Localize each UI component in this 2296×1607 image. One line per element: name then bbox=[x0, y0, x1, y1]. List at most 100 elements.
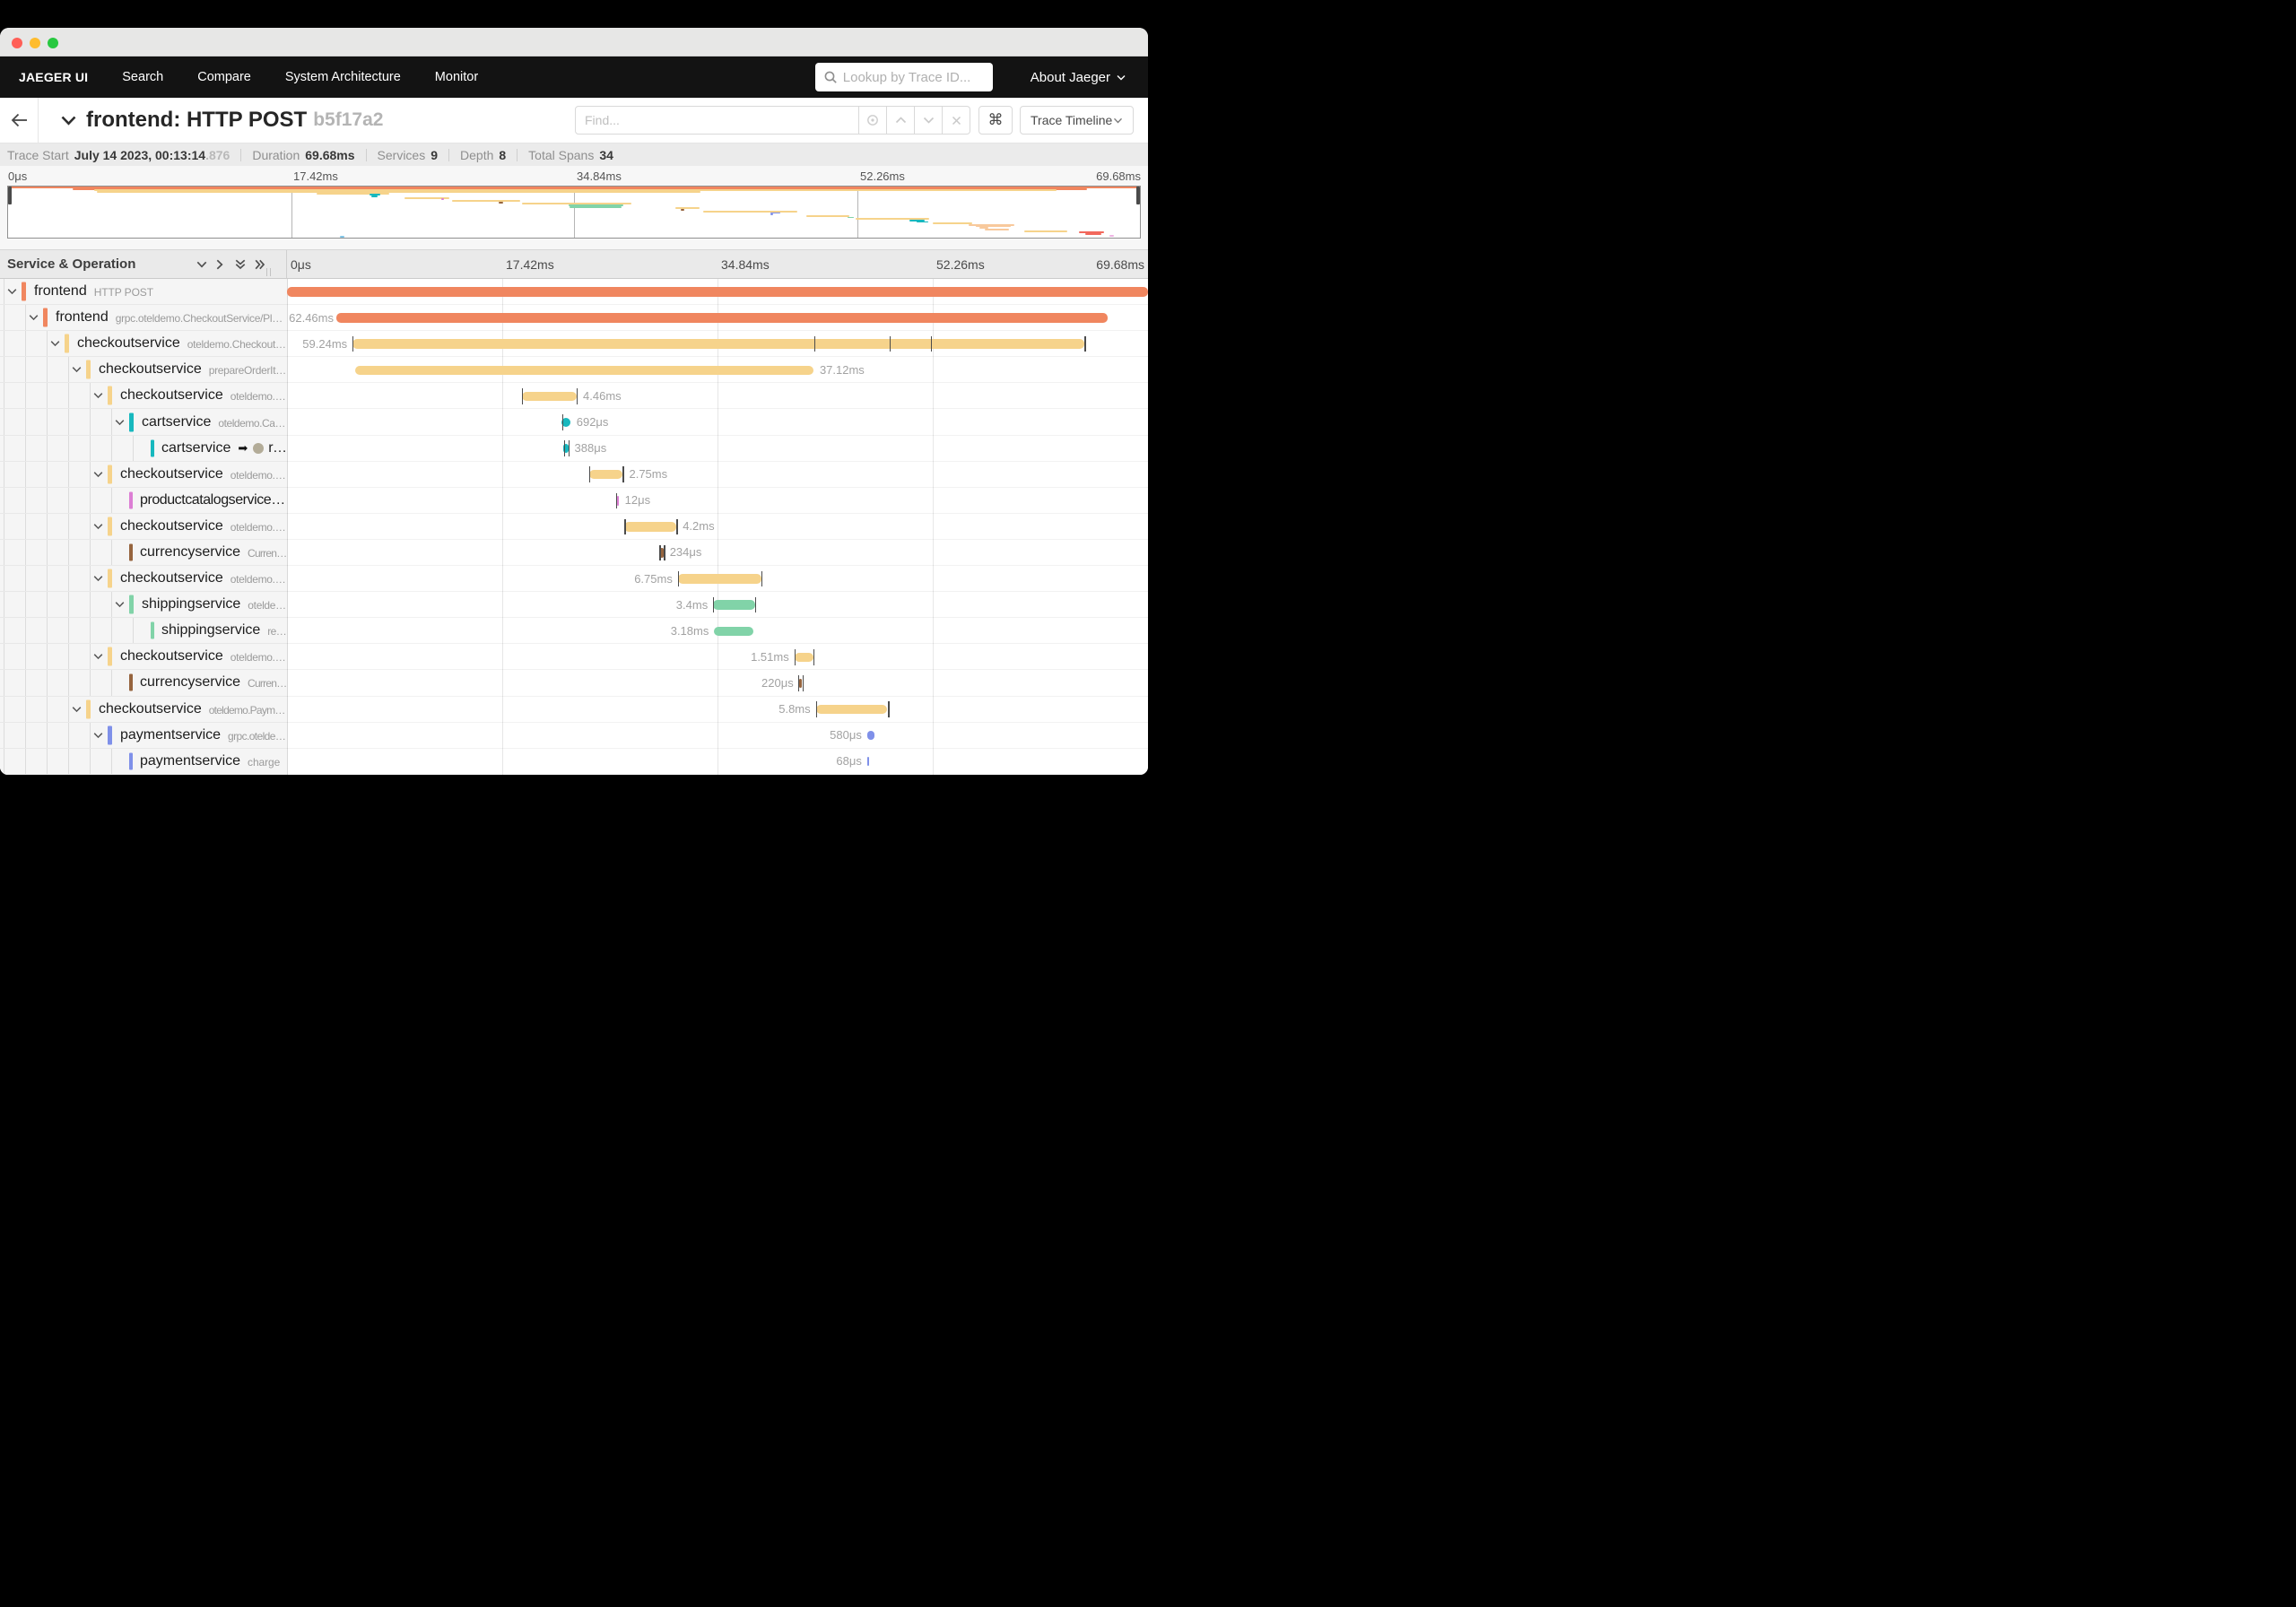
span-timeline-cell[interactable]: 62.46ms bbox=[287, 305, 1148, 330]
expand-one-button[interactable] bbox=[216, 259, 223, 270]
minimap-canvas[interactable] bbox=[7, 186, 1141, 239]
expand-collapse-chevron[interactable] bbox=[93, 654, 103, 660]
span-row-cartservice[interactable]: cartservice ➡ r… 388μs bbox=[0, 435, 1148, 462]
span-bar[interactable] bbox=[866, 730, 874, 741]
span-timeline-cell[interactable]: 68μs bbox=[287, 749, 1148, 774]
span-timeline-cell[interactable]: 580μs bbox=[287, 723, 1148, 748]
span-name-cell[interactable]: currencyservice Curren… bbox=[0, 670, 287, 696]
span-name-cell[interactable]: checkoutservice oteldemo.… bbox=[0, 383, 287, 409]
nav-item-search[interactable]: Search bbox=[122, 70, 164, 84]
expand-collapse-chevron[interactable] bbox=[93, 471, 103, 477]
clear-find-button[interactable] bbox=[943, 106, 970, 135]
span-bar[interactable] bbox=[588, 469, 623, 480]
keyboard-shortcuts-button[interactable]: ⌘ bbox=[978, 106, 1013, 135]
span-name-cell[interactable]: checkoutservice oteldemo.… bbox=[0, 461, 287, 487]
expand-collapse-chevron[interactable] bbox=[50, 341, 60, 347]
span-name-cell[interactable]: productcatalogservice… bbox=[0, 487, 287, 513]
span-bar[interactable] bbox=[815, 704, 888, 715]
expand-collapse-chevron[interactable] bbox=[93, 523, 103, 530]
expand-collapse-chevron[interactable] bbox=[72, 367, 82, 373]
span-row-frontend[interactable]: frontend grpc.oteldemo.CheckoutService/Pl… bbox=[0, 305, 1148, 332]
span-name-cell[interactable]: checkoutservice oteldemo.Paym… bbox=[0, 696, 287, 722]
collapse-one-button[interactable] bbox=[196, 261, 207, 268]
span-name-cell[interactable]: paymentservice charge bbox=[0, 748, 287, 774]
span-name-cell[interactable]: checkoutservice oteldemo.… bbox=[0, 513, 287, 539]
prev-match-button[interactable] bbox=[887, 106, 915, 135]
nav-item-compare[interactable]: Compare bbox=[197, 70, 251, 84]
span-bar[interactable] bbox=[660, 548, 664, 558]
span-timeline-cell[interactable]: 3.18ms bbox=[287, 618, 1148, 643]
span-timeline-cell[interactable]: 4.2ms bbox=[287, 514, 1148, 539]
span-name-cell[interactable]: shippingservice otelde… bbox=[0, 592, 287, 618]
span-bar[interactable] bbox=[561, 417, 570, 428]
span-bar[interactable] bbox=[352, 339, 1085, 349]
span-bar[interactable] bbox=[354, 365, 813, 376]
expand-collapse-chevron[interactable] bbox=[29, 315, 39, 321]
span-row-shippingservice[interactable]: shippingservice re… 3.18ms bbox=[0, 618, 1148, 645]
span-bar[interactable] bbox=[866, 756, 869, 767]
minimap-right-scrubber[interactable] bbox=[1136, 187, 1140, 204]
span-timeline-cell[interactable]: 12μs bbox=[287, 488, 1148, 513]
close-window-button[interactable] bbox=[12, 38, 22, 48]
expand-collapse-chevron[interactable] bbox=[7, 289, 17, 295]
zoom-window-button[interactable] bbox=[48, 38, 58, 48]
span-bar[interactable] bbox=[563, 443, 569, 454]
span-bar[interactable] bbox=[713, 600, 756, 610]
span-row-currencyservice[interactable]: currencyservice Curren… 220μs bbox=[0, 670, 1148, 697]
next-match-button[interactable] bbox=[915, 106, 943, 135]
span-row-cartservice[interactable]: cartservice oteldemo.Ca… 692μs bbox=[0, 409, 1148, 436]
span-timeline-cell[interactable]: 6.75ms bbox=[287, 566, 1148, 591]
span-timeline-cell[interactable]: 388μs bbox=[287, 436, 1148, 461]
span-name-cell[interactable]: checkoutservice oteldemo.… bbox=[0, 644, 287, 670]
span-timeline-cell[interactable]: 59.24ms bbox=[287, 331, 1148, 356]
nav-item-monitor[interactable]: Monitor bbox=[434, 70, 479, 84]
span-row-checkoutservice[interactable]: checkoutservice oteldemo.… 6.75ms bbox=[0, 566, 1148, 593]
expand-collapse-chevron[interactable] bbox=[93, 732, 103, 738]
nav-item-system-architecture[interactable]: System Architecture bbox=[284, 70, 401, 84]
span-row-checkoutservice[interactable]: checkoutservice oteldemo.… 4.2ms bbox=[0, 513, 1148, 540]
span-row-checkoutservice[interactable]: checkoutservice oteldemo.… 4.46ms bbox=[0, 383, 1148, 410]
lookup-trace-id-input[interactable] bbox=[842, 69, 978, 85]
span-row-checkoutservice[interactable]: checkoutservice oteldemo.… 1.51ms bbox=[0, 644, 1148, 671]
span-name-cell[interactable]: cartservice oteldemo.Ca… bbox=[0, 409, 287, 435]
expand-collapse-chevron[interactable] bbox=[93, 393, 103, 399]
span-row-paymentservice[interactable]: paymentservice grpc.otelde… 580μs bbox=[0, 722, 1148, 749]
span-timeline-cell[interactable]: 1.51ms bbox=[287, 644, 1148, 669]
expand-collapse-chevron[interactable] bbox=[72, 706, 82, 712]
back-button[interactable] bbox=[0, 98, 39, 143]
collapse-trace-chevron-icon[interactable] bbox=[61, 116, 76, 126]
span-timeline-cell[interactable]: 37.12ms bbox=[287, 357, 1148, 382]
span-timeline-cell[interactable]: 5.8ms bbox=[287, 697, 1148, 722]
expand-collapse-chevron[interactable] bbox=[115, 419, 125, 425]
brand-jaeger-ui[interactable]: JAEGER UI bbox=[19, 70, 89, 84]
span-row-shippingservice[interactable]: shippingservice otelde… 3.4ms bbox=[0, 592, 1148, 619]
span-timeline-cell[interactable]: 3.4ms bbox=[287, 592, 1148, 617]
span-timeline-cell[interactable]: 234μs bbox=[287, 540, 1148, 565]
trace-view-selector[interactable]: Trace Timeline bbox=[1020, 106, 1134, 135]
column-resize-grip[interactable] bbox=[264, 268, 271, 276]
about-jaeger-menu[interactable]: About Jaeger bbox=[1031, 70, 1126, 85]
collapse-all-button[interactable] bbox=[235, 259, 246, 270]
minimize-window-button[interactable] bbox=[30, 38, 40, 48]
span-timeline-cell[interactable]: 4.46ms bbox=[287, 383, 1148, 408]
expand-all-button[interactable] bbox=[255, 259, 265, 270]
span-bar[interactable] bbox=[794, 652, 813, 663]
span-bar[interactable] bbox=[624, 522, 677, 532]
span-row-productcatalogservice…[interactable]: productcatalogservice… 12μs bbox=[0, 487, 1148, 514]
span-row-paymentservice[interactable]: paymentservice charge 68μs bbox=[0, 748, 1148, 775]
span-name-cell[interactable]: paymentservice grpc.otelde… bbox=[0, 722, 287, 748]
span-name-cell[interactable]: cartservice ➡ r… bbox=[0, 435, 287, 461]
span-bar[interactable] bbox=[521, 391, 578, 402]
span-name-cell[interactable]: frontend HTTP POST bbox=[0, 279, 287, 305]
span-timeline-cell[interactable]: 220μs bbox=[287, 670, 1148, 695]
span-bar[interactable] bbox=[798, 678, 802, 689]
span-bar[interactable] bbox=[616, 496, 619, 506]
span-row-checkoutservice[interactable]: checkoutservice prepareOrderIt… 37.12ms bbox=[0, 357, 1148, 384]
span-name-cell[interactable]: currencyservice Curren… bbox=[0, 539, 287, 566]
span-row-checkoutservice[interactable]: checkoutservice oteldemo.… 2.75ms bbox=[0, 461, 1148, 488]
span-name-cell[interactable]: checkoutservice oteldemo.Checkout… bbox=[0, 331, 287, 357]
span-timeline-cell[interactable]: 692μs bbox=[287, 409, 1148, 434]
span-name-cell[interactable]: checkoutservice oteldemo.… bbox=[0, 566, 287, 592]
minimap-left-scrubber[interactable] bbox=[8, 187, 12, 204]
span-row-frontend[interactable]: frontend HTTP POST 69.68ms bbox=[0, 279, 1148, 306]
